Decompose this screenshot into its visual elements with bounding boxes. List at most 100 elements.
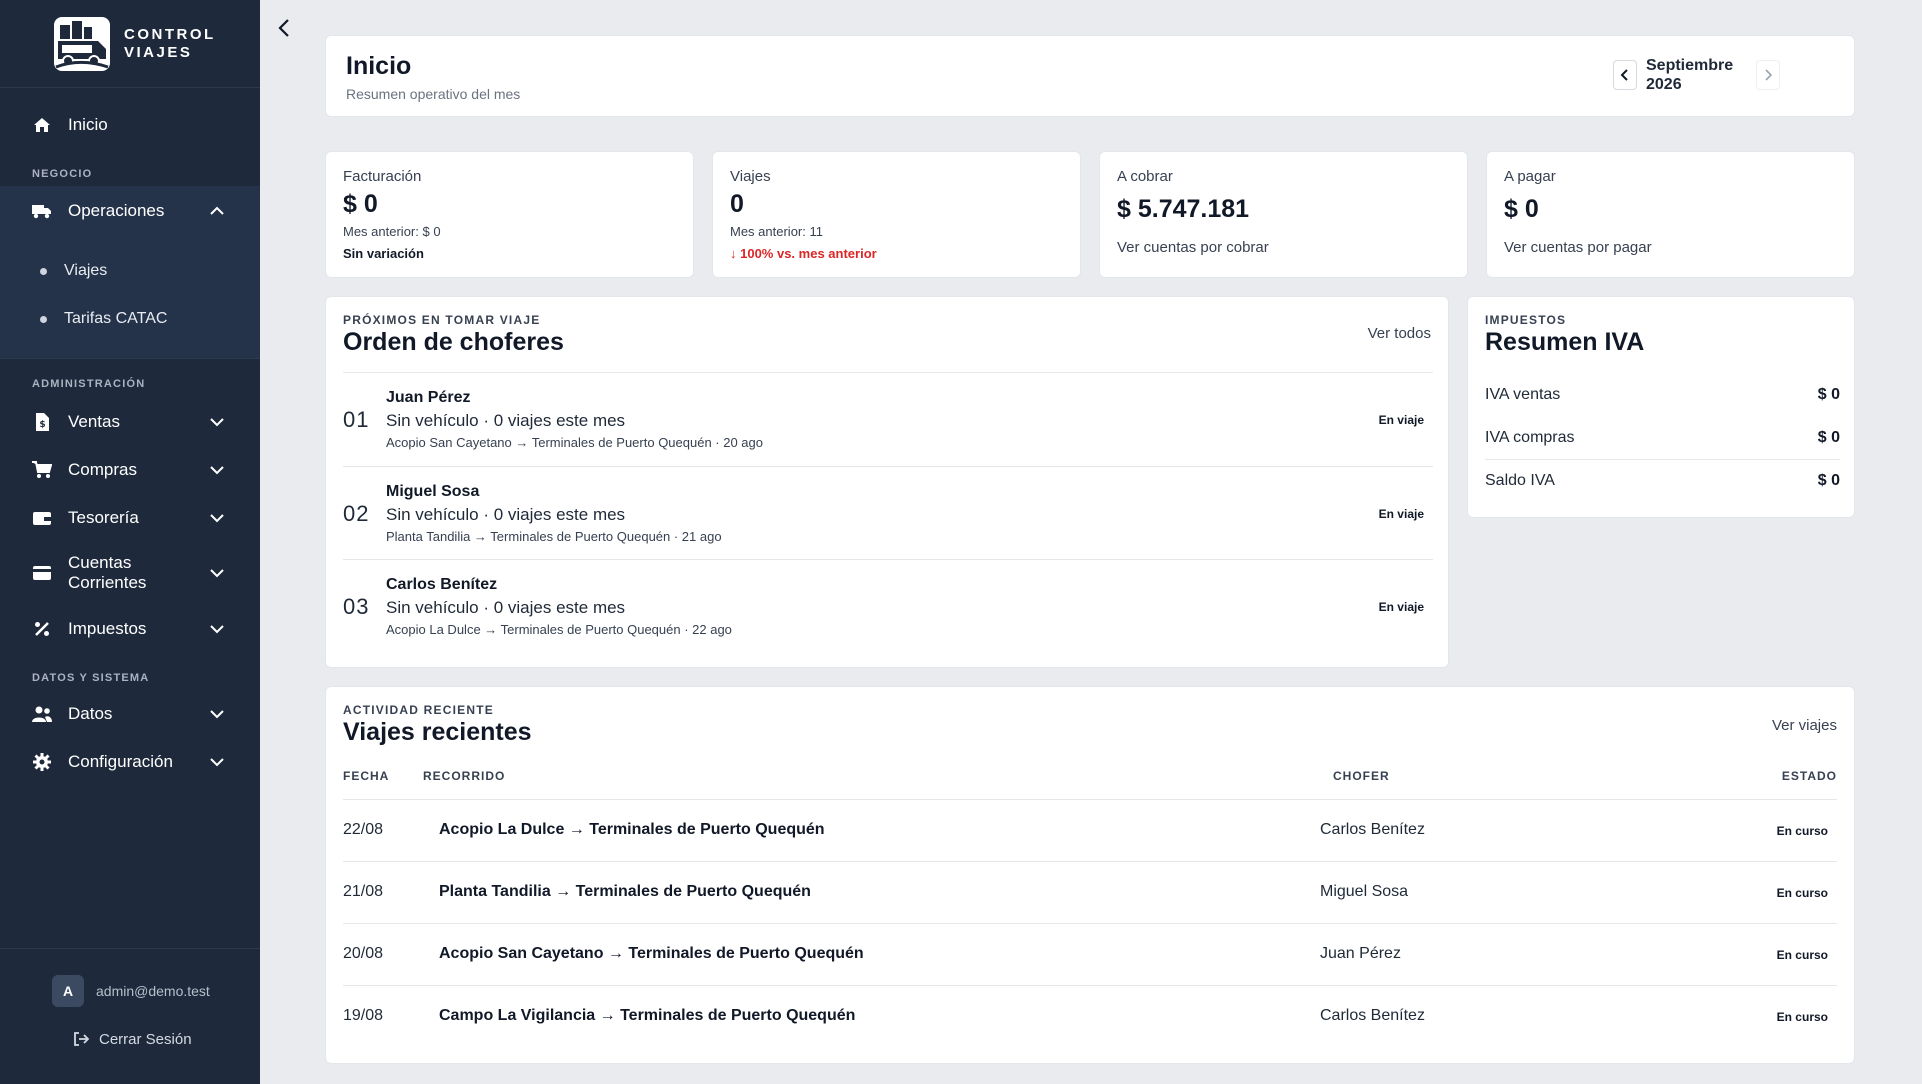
brand-line1: CONTROL — [124, 25, 216, 43]
status-badge: En curso — [1776, 1010, 1828, 1024]
table-row[interactable]: 22/08 Acopio La Dulce → Terminales de Pu… — [343, 799, 1837, 861]
driver-name: Carlos Benítez — [386, 576, 498, 593]
brand-logo[interactable]: CONTROL VIAJES — [0, 0, 260, 88]
ver-viajes-link[interactable]: Ver viajes — [1771, 717, 1837, 734]
ver-cuentas-cobrar-link[interactable]: Ver cuentas por cobrar — [1117, 239, 1269, 256]
cell-recorrido: Acopio La Dulce → Terminales de Puerto Q… — [439, 821, 825, 838]
sidebar-item-datos[interactable]: Datos — [0, 701, 260, 727]
cart-icon — [32, 460, 52, 480]
status-badge: En curso — [1776, 824, 1828, 838]
kpi-a-cobrar[interactable]: A cobrar $ 5.747.181 Ver cuentas por cob… — [1099, 151, 1468, 278]
collapse-sidebar-button[interactable] — [272, 14, 296, 42]
sidebar-item-inicio[interactable]: Inicio — [0, 112, 260, 138]
wallet-icon — [32, 508, 52, 528]
cell-recorrido: Acopio San Cayetano → Terminales de Puer… — [439, 945, 864, 962]
sidebar-item-label: Inicio — [68, 115, 108, 134]
iva-card: IMPUESTOS Resumen IVA IVA ventas $ 0 IVA… — [1467, 296, 1855, 518]
sidebar-item-tesoreria[interactable]: Tesorería — [0, 505, 260, 531]
status-badge: En viaje — [1378, 600, 1424, 614]
sidebar-item-configuracion[interactable]: Configuración — [0, 749, 260, 775]
sidebar-subitem-tarifas[interactable]: Tarifas CATAC — [40, 310, 167, 328]
cell-chofer: Carlos Benítez — [1320, 1007, 1425, 1024]
home-icon — [32, 115, 52, 135]
kpi-facturacion: Facturación $ 0 Mes anterior: $ 0 Sin va… — [325, 151, 694, 278]
chevron-down-icon — [210, 625, 224, 634]
next-month-button[interactable] — [1756, 60, 1780, 90]
ver-todos-link[interactable]: Ver todos — [1367, 325, 1431, 342]
table-row[interactable]: 21/08 Planta Tandilia → Terminales de Pu… — [343, 861, 1837, 923]
chevron-down-icon — [210, 466, 224, 475]
sidebar-item-ventas[interactable]: $ Ventas — [0, 409, 260, 435]
current-month: Septiembre 2026 — [1646, 57, 1734, 93]
sidebar-item-operaciones[interactable]: Operaciones — [0, 198, 260, 224]
driver-vehicle: Sin vehículo · 0 viajes este mes — [386, 411, 626, 430]
logout-button[interactable]: Cerrar Sesión — [72, 1030, 192, 1048]
section-datos-sistema: DATOS Y SISTEMA — [32, 672, 150, 684]
sidebar-item-label: Datos — [68, 704, 113, 723]
status-badge: En viaje — [1378, 507, 1424, 521]
col-header-fecha[interactable]: FECHA — [343, 769, 390, 783]
iva-value: $ 0 — [1817, 428, 1840, 446]
sidebar-subitem-viajes[interactable]: Viajes — [40, 262, 107, 280]
recent-title: Viajes recientes — [343, 718, 532, 746]
table-row[interactable]: 19/08 Campo La Vigilancia → Terminales d… — [343, 985, 1837, 1047]
sidebar-item-label: Tesorería — [68, 508, 139, 527]
kpi-a-pagar[interactable]: A pagar $ 0 Ver cuentas por pagar — [1486, 151, 1855, 278]
chevron-right-icon — [1765, 69, 1773, 81]
kpi-label: A cobrar — [1117, 168, 1173, 185]
prev-month-button[interactable] — [1613, 60, 1637, 90]
col-header-recorrido[interactable]: RECORRIDO — [423, 769, 506, 783]
kpi-label: Facturación — [343, 168, 422, 185]
kpi-value: $ 5.747.181 — [1117, 195, 1250, 223]
chevron-down-icon — [210, 758, 224, 767]
page-subtitle: Resumen operativo del mes — [346, 86, 521, 102]
section-administracion: ADMINISTRACIÓN — [32, 378, 146, 390]
sidebar-item-label: Compras — [68, 460, 137, 479]
drivers-card: PRÓXIMOS EN TOMAR VIAJE Orden de chofere… — [325, 296, 1449, 668]
sidebar-item-compras[interactable]: Compras — [0, 457, 260, 483]
driver-route: Planta Tandilia → Terminales de Puerto Q… — [386, 529, 722, 544]
iva-row: IVA compras $ 0 — [1485, 416, 1840, 459]
driver-rank: 03 — [343, 594, 370, 619]
iva-row: IVA ventas $ 0 — [1485, 373, 1840, 416]
iva-label: IVA ventas — [1485, 385, 1561, 403]
sidebar-item-label: Operaciones — [68, 201, 165, 220]
status-badge: En viaje — [1378, 413, 1424, 427]
driver-row[interactable]: 02 Miguel Sosa Sin vehículo · 0 viajes e… — [343, 466, 1433, 560]
cell-chofer: Juan Pérez — [1320, 945, 1401, 962]
table-row[interactable]: 20/08 Acopio San Cayetano → Terminales d… — [343, 923, 1837, 985]
cell-chofer: Carlos Benítez — [1320, 821, 1425, 838]
chevron-down-icon — [210, 569, 224, 578]
kpi-previous: Mes anterior: 11 — [730, 224, 823, 239]
driver-row[interactable]: 01 Juan Pérez Sin vehículo · 0 viajes es… — [343, 372, 1433, 466]
cell-fecha: 20/08 — [343, 945, 384, 962]
driver-rank: 01 — [343, 407, 370, 432]
col-header-estado[interactable]: ESTADO — [1781, 769, 1837, 783]
iva-eyebrow: IMPUESTOS — [1485, 313, 1567, 327]
divider — [0, 358, 260, 359]
chevron-up-icon — [210, 206, 224, 215]
section-negocio: NEGOCIO — [32, 168, 93, 180]
bullet-icon — [40, 315, 47, 323]
kpi-variation: ↓ 100% vs. mes anterior — [730, 246, 877, 261]
driver-row[interactable]: 03 Carlos Benítez Sin vehículo · 0 viaje… — [343, 559, 1433, 653]
avatar: A — [52, 975, 84, 1007]
sidebar-item-label: Configuración — [68, 752, 173, 771]
sidebar-item-cuentas-corrientes[interactable]: Cuentas Corrientes — [0, 552, 260, 594]
logout-icon — [74, 1032, 90, 1046]
sidebar-subitem-label: Tarifas CATAC — [64, 310, 168, 327]
user-info: A admin@demo.test — [52, 975, 210, 1007]
chevron-down-icon — [210, 514, 224, 523]
kpi-previous: Mes anterior: $ 0 — [343, 224, 441, 239]
ver-cuentas-pagar-link[interactable]: Ver cuentas por pagar — [1504, 239, 1652, 256]
sidebar-item-impuestos[interactable]: Impuestos — [0, 616, 260, 642]
page-title: Inicio — [346, 52, 412, 80]
cell-fecha: 22/08 — [343, 821, 384, 838]
percent-icon — [32, 619, 52, 639]
driver-route: Acopio La Dulce → Terminales de Puerto Q… — [386, 622, 732, 637]
sidebar-subitem-label: Viajes — [64, 262, 108, 279]
month-selector: Septiembre 2026 — [1613, 56, 1780, 94]
col-header-chofer[interactable]: CHOFER — [1333, 769, 1390, 783]
gear-icon — [32, 752, 52, 772]
kpi-label: Viajes — [730, 168, 771, 185]
